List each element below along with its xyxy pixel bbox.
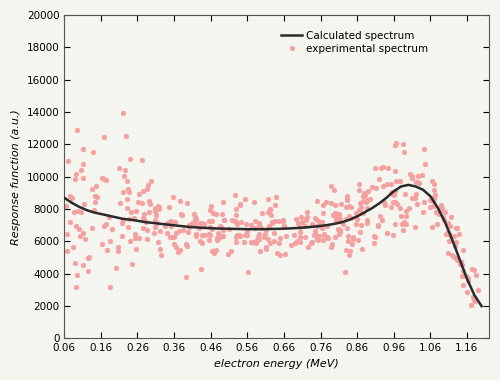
experimental spectrum: [152, 205, 158, 210]
experimental spectrum: [120, 111, 126, 116]
experimental spectrum: [157, 229, 163, 233]
experimental spectrum: [344, 233, 350, 238]
Y-axis label: Response function (a.u.): Response function (a.u.): [11, 109, 21, 245]
Line: Calculated spectrum: Calculated spectrum: [64, 185, 482, 306]
Calculated spectrum: [164, 222, 170, 227]
Calculated spectrum: [420, 187, 426, 192]
Line: experimental spectrum: experimental spectrum: [64, 111, 480, 308]
Calculated spectrum: [369, 206, 375, 211]
experimental spectrum: [446, 239, 452, 244]
Calculated spectrum: [464, 276, 470, 281]
experimental spectrum: [466, 276, 471, 280]
experimental spectrum: [468, 303, 474, 308]
experimental spectrum: [404, 221, 409, 226]
Calculated spectrum: [62, 196, 68, 200]
Legend: Calculated spectrum, experimental spectrum: Calculated spectrum, experimental spectr…: [278, 27, 432, 58]
Calculated spectrum: [340, 220, 345, 224]
Calculated spectrum: [156, 222, 162, 226]
experimental spectrum: [384, 231, 390, 236]
X-axis label: electron energy (MeV): electron energy (MeV): [214, 359, 339, 369]
Calculated spectrum: [406, 183, 411, 187]
experimental spectrum: [272, 219, 278, 223]
Calculated spectrum: [478, 304, 484, 309]
